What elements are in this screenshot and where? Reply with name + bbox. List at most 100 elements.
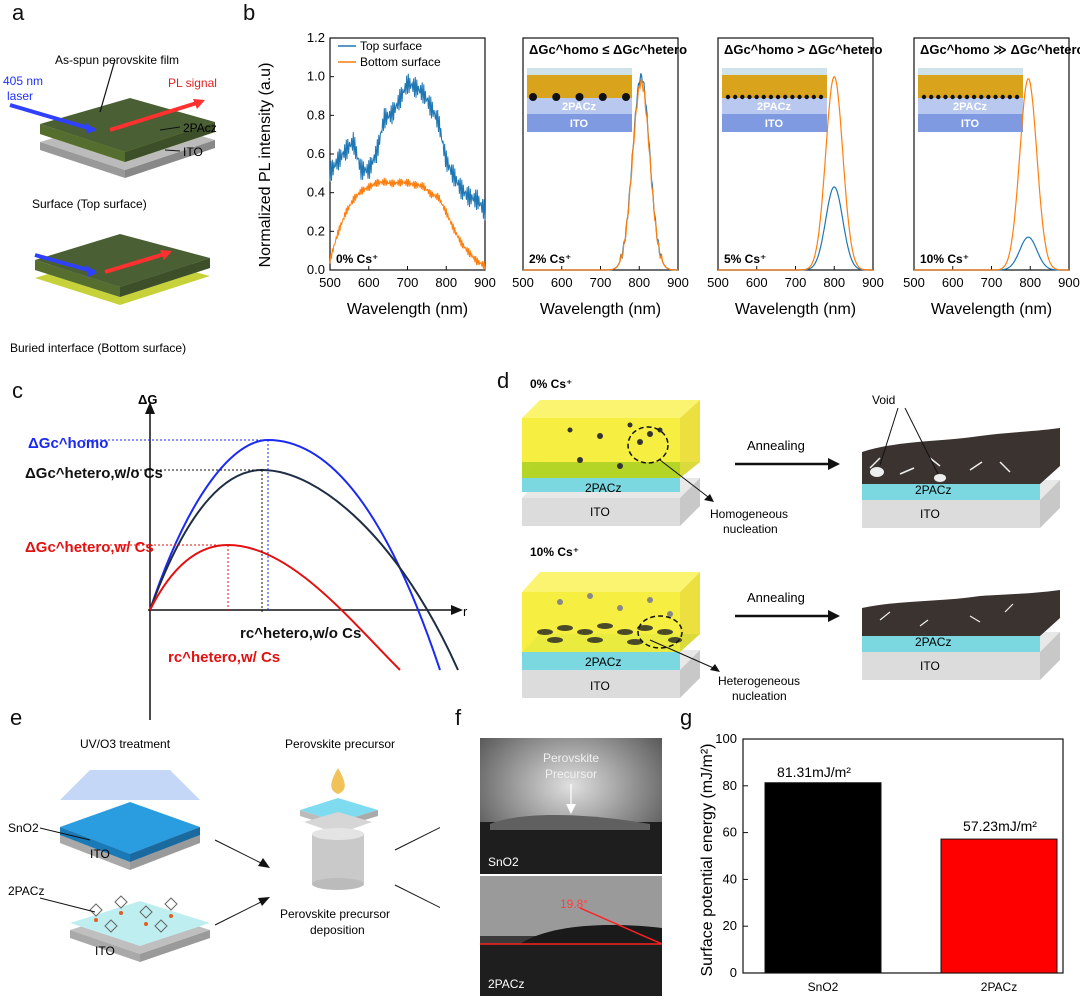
b-inset-htl-label-4: 2PACz bbox=[953, 101, 988, 113]
b-inset-nucleus bbox=[768, 94, 774, 100]
d-row1-right-ito: ITO bbox=[920, 507, 940, 521]
b-ytick-label: 1.2 bbox=[307, 30, 325, 45]
b-inset-nucleus bbox=[790, 94, 795, 100]
b-xtick-label-4: 500 bbox=[903, 275, 925, 290]
b-inset-ito-label-2: ITO bbox=[570, 118, 589, 130]
b-ytick-label: 0.4 bbox=[307, 185, 325, 200]
panel-c-figure: ΔG r ΔGc^homo ΔGc^hetero,w/o Cs ΔGc^hete… bbox=[25, 392, 468, 720]
b-xlabel-4: Wavelength (nm) bbox=[931, 301, 1052, 318]
c-hetero-wcs-label: ΔGc^hetero,w/ Cs bbox=[25, 539, 154, 556]
e-2pacz-label: 2PACz bbox=[8, 884, 44, 898]
b-chart-group: 500 600 700 800 900 0.0 0.2 0.4 0.6 0.8 1.0 1.2 Wave… bbox=[307, 30, 1080, 318]
panel-d-figure: 0% Cs⁺ 10% Cs⁺ 2PACz ITO Homogeneous nuc… bbox=[522, 377, 1060, 703]
c-rc-wocs-label: rc^hetero,w/o Cs bbox=[240, 625, 361, 642]
d-row1-ito: ITO bbox=[590, 505, 610, 519]
e-deposition-1: Perovskite precursor bbox=[280, 907, 390, 921]
panel-g-label: g bbox=[680, 705, 693, 730]
g-ytick-label: 80 bbox=[723, 778, 737, 793]
b-inset-ito-label-3: ITO bbox=[765, 118, 784, 130]
e-arrow-top-head bbox=[258, 858, 270, 868]
b-inset-nucleus bbox=[529, 93, 537, 101]
b-inset-nucleus bbox=[575, 93, 584, 101]
c-rc-wcs-label: rc^hetero,w/ Cs bbox=[168, 649, 280, 666]
panel-b-figure: Normalized PL intensity (a.u) 500 600 700 8… bbox=[257, 30, 1080, 318]
b-inset-nucleus bbox=[1000, 94, 1005, 100]
b-inset-nucleus bbox=[928, 94, 934, 100]
panel-e-figure: UV/O3 treatment SnO2 ITO 2PACz ITO Perov… bbox=[8, 737, 440, 962]
e-ito-label-1: ITO bbox=[90, 847, 110, 861]
d-row2-right-htl: 2PACz bbox=[915, 635, 951, 649]
d-block-10cs-annealed bbox=[862, 590, 1060, 680]
b-inset-nucleus bbox=[993, 94, 998, 100]
b-inset-nucleus bbox=[797, 94, 802, 100]
d-row1-cs: 0% Cs⁺ bbox=[530, 377, 572, 391]
b-xtick-label-3: 600 bbox=[746, 275, 768, 290]
f-precursor-arrowhead bbox=[566, 804, 576, 814]
panel-d-label: d bbox=[497, 368, 510, 393]
b-xlabel-1: Wavelength (nm) bbox=[347, 301, 468, 318]
b4-series-bottom bbox=[914, 78, 1069, 271]
g-category-label-1: SnO2 bbox=[808, 980, 839, 994]
d-row2-arrowhead bbox=[828, 610, 840, 622]
b-inset-nucleus bbox=[725, 94, 731, 100]
e-arrow-to-f-top bbox=[394, 826, 440, 851]
device-bottom-surface bbox=[34, 234, 210, 305]
b-inset-nucleus bbox=[971, 94, 977, 100]
b-xtick-label-4: 900 bbox=[1058, 275, 1080, 290]
b-inset-ito-label-4: ITO bbox=[961, 118, 980, 130]
b-inset-nucleus bbox=[964, 94, 970, 100]
htl-label: 2PAcz bbox=[183, 121, 217, 135]
e-spin-coater bbox=[300, 768, 378, 890]
d-row2-ito: ITO bbox=[590, 679, 610, 693]
c-y-arrow bbox=[145, 402, 155, 414]
b3-series-bottom bbox=[718, 75, 873, 271]
c-hetero-wocs-label: ΔGc^hetero,w/o Cs bbox=[25, 465, 163, 482]
d-row1-htl: 2PACz bbox=[585, 481, 621, 495]
e-precursor-title: Perovskite precursor bbox=[285, 737, 395, 751]
f-top-film bbox=[490, 815, 650, 830]
e-2pacz-pointer bbox=[39, 897, 96, 913]
d-block-10cs bbox=[522, 572, 720, 698]
bottom-surface-caption: Buried interface (Bottom surface) bbox=[10, 341, 186, 355]
c-homo-label: ΔGc^homo bbox=[28, 435, 108, 452]
g-category-label-2: 2PACz bbox=[981, 980, 1017, 994]
e-arrow-to-f-bottom bbox=[394, 884, 440, 909]
f-precursor-2: Precursor bbox=[545, 767, 597, 781]
f-bottom-substrate bbox=[480, 944, 662, 996]
b-inset-nucleus bbox=[747, 94, 752, 100]
b-inset-nucleus bbox=[921, 94, 927, 100]
b-xtick-label-1: 600 bbox=[358, 275, 380, 290]
b-subtitle-2: ΔGc^homo ≤ ΔGc^hetero bbox=[529, 42, 687, 57]
pl-signal-label: PL signal bbox=[168, 76, 217, 90]
film-label: As-spun perovskite film bbox=[55, 53, 179, 67]
b-inset-top-2 bbox=[527, 68, 632, 75]
b-xlabel-2: Wavelength (nm) bbox=[540, 301, 661, 318]
b-ytick-label: 0.6 bbox=[307, 146, 325, 161]
b-xtick-label-1: 800 bbox=[435, 275, 457, 290]
b-inset-nucleus bbox=[761, 94, 766, 100]
f-2pacz-label: 2PACz bbox=[488, 977, 524, 991]
b-inset-nucleus bbox=[979, 94, 984, 100]
b-cs-label-2: 2% Cs⁺ bbox=[529, 252, 571, 266]
b-xtick-label-1: 900 bbox=[474, 275, 496, 290]
panel-a-figure: As-spun perovskite film 405 nm laser PL … bbox=[3, 53, 217, 355]
b-inset-nucleus bbox=[943, 94, 948, 100]
e-arrow-top bbox=[214, 839, 266, 866]
b-subtitle-3: ΔGc^homo > ΔGc^hetero bbox=[724, 42, 883, 57]
b-xtick-label-2: 600 bbox=[551, 275, 573, 290]
top-surface-caption: Surface (Top surface) bbox=[32, 197, 147, 211]
b-inset-nucleus bbox=[1007, 94, 1013, 100]
b-cs-label-3: 5% Cs⁺ bbox=[724, 252, 766, 266]
panel-c-label: c bbox=[12, 378, 23, 403]
b-inset-nucleus bbox=[775, 94, 781, 100]
b-xtick-label-2: 800 bbox=[628, 275, 650, 290]
b-inset-htl-3 bbox=[722, 98, 827, 114]
panel-e-label: e bbox=[10, 705, 23, 730]
panel-b-label: b bbox=[243, 0, 256, 25]
b-inset-nucleus bbox=[552, 93, 561, 101]
b-frame-1 bbox=[329, 37, 486, 271]
b-inset-nucleus bbox=[936, 94, 941, 100]
panel-f-figure: Perovskite Precursor SnO2 19.8° 2PACz bbox=[480, 738, 662, 996]
d-row2-cs: 10% Cs⁺ bbox=[530, 545, 579, 559]
d-row1-arrowhead bbox=[828, 458, 840, 470]
